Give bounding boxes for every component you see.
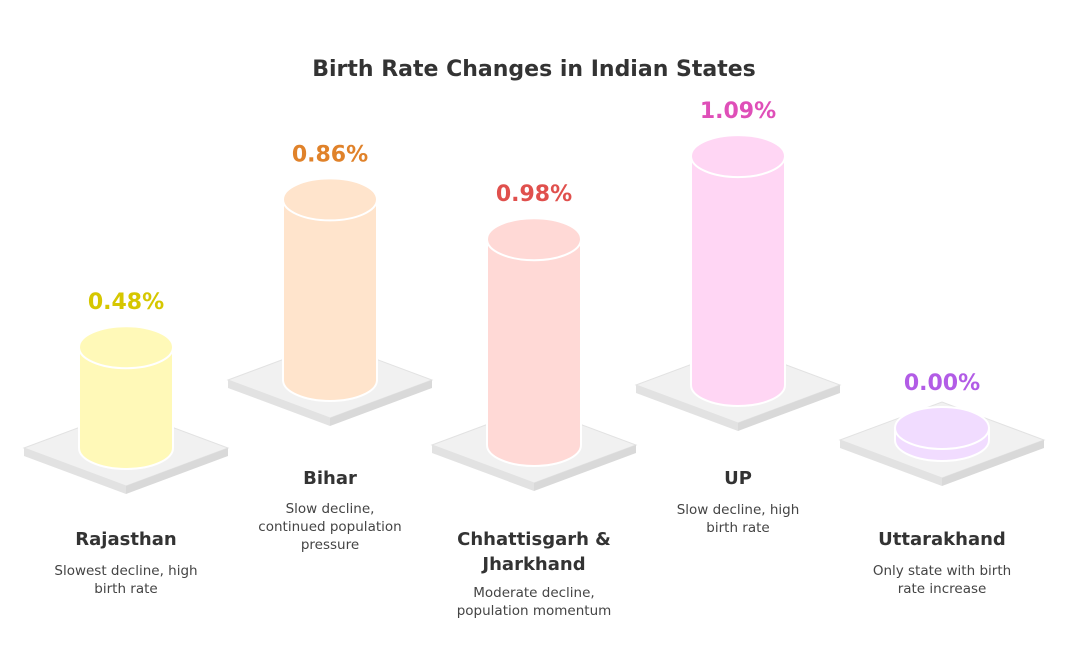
bar-1	[282, 177, 378, 402]
description-1-line-0: Slow decline,	[286, 501, 375, 517]
description-2-line-1: population momentum	[457, 603, 612, 619]
description-1-line-2: pressure	[301, 537, 359, 553]
bar-0	[78, 325, 174, 470]
value-label-1: 0.86%	[292, 142, 368, 167]
value-label-2: 0.98%	[496, 182, 572, 207]
chart-title: Birth Rate Changes in Indian States	[312, 57, 756, 82]
bar-2	[486, 217, 582, 467]
category-label-3: UP	[724, 468, 752, 489]
description-4-line-1: rate increase	[898, 581, 987, 597]
value-label-4: 0.00%	[904, 371, 980, 396]
description-2-line-0: Moderate decline,	[473, 585, 594, 601]
description-4-line-0: Only state with birth	[873, 563, 1011, 579]
bar-4	[894, 406, 990, 462]
description-1-line-1: continued population	[258, 519, 401, 535]
category-label-4: Uttarakhand	[878, 529, 1006, 550]
description-3-line-0: Slow decline, high	[677, 502, 800, 518]
category-label-2-line-1: Jharkhand	[480, 554, 585, 575]
value-label-0: 0.48%	[88, 290, 164, 315]
category-label-1: Bihar	[303, 468, 357, 489]
category-label-0: Rajasthan	[75, 529, 176, 550]
bar-3	[690, 134, 786, 407]
description-3-line-1: birth rate	[706, 520, 769, 536]
description-0-line-0: Slowest decline, high	[54, 563, 197, 579]
category-label-2: Chhattisgarh &	[457, 529, 611, 550]
bars-group: 0.48% Rajasthan Slowest decline, high birth…	[22, 99, 1046, 619]
value-label-3: 1.09%	[700, 99, 776, 124]
description-0-line-1: birth rate	[94, 581, 157, 597]
